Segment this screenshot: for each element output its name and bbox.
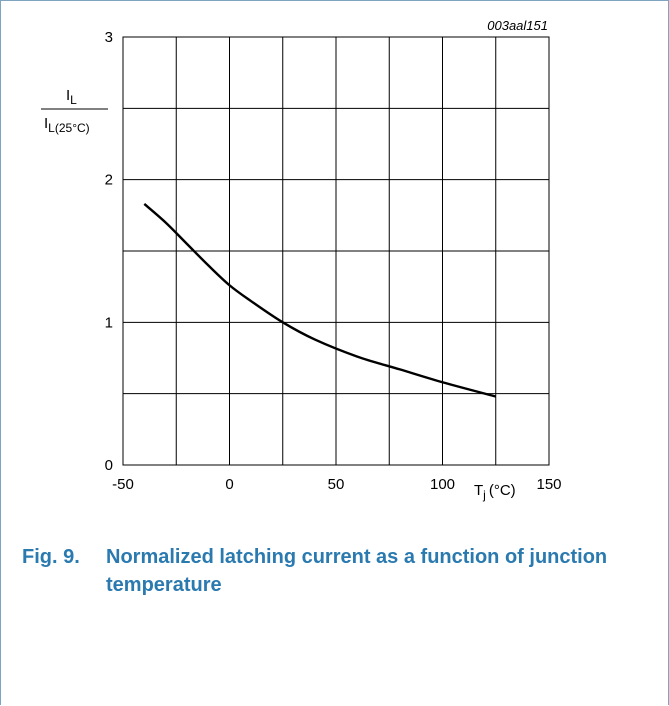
y-tick-label: 3 [105, 29, 113, 46]
x-tick-label: 50 [328, 476, 345, 493]
tick-labels: -50 0 50 100 150 0 1 2 3 [105, 29, 562, 493]
y-label-den-main: I [44, 115, 48, 132]
caption-number: Fig. 9. [22, 546, 80, 568]
y-tick-label: 1 [105, 314, 113, 331]
y-tick-label: 0 [105, 457, 113, 474]
series-line-0 [143, 203, 497, 398]
svg-text:IL: IL [66, 87, 77, 107]
x-tick-label: 150 [536, 476, 561, 493]
plot-frame [122, 36, 550, 466]
svg-text:IL(25°C): IL(25°C) [44, 115, 90, 135]
y-axis-label: IL IL(25°C) [41, 87, 108, 135]
figure-code: 003aal151 [487, 18, 548, 33]
caption-text: Normalized latching current as a functio… [106, 546, 608, 596]
grid [123, 37, 549, 465]
y-label-den-sub: L(25°C) [48, 121, 89, 135]
series-layer [143, 203, 497, 398]
y-label-num-sub: L [70, 93, 77, 107]
plot-area-border [122, 36, 550, 466]
x-axis-label: Tj (°C) [474, 482, 516, 502]
x-label-sub: j [482, 488, 486, 502]
x-label-main: T [474, 482, 483, 499]
x-label-unit: (°C) [489, 482, 516, 499]
x-tick-label: -50 [112, 476, 134, 493]
x-tick-label: 100 [430, 476, 455, 493]
y-tick-label: 2 [105, 172, 113, 189]
y-label-num-main: I [66, 87, 70, 104]
x-tick-label: 0 [225, 476, 233, 493]
